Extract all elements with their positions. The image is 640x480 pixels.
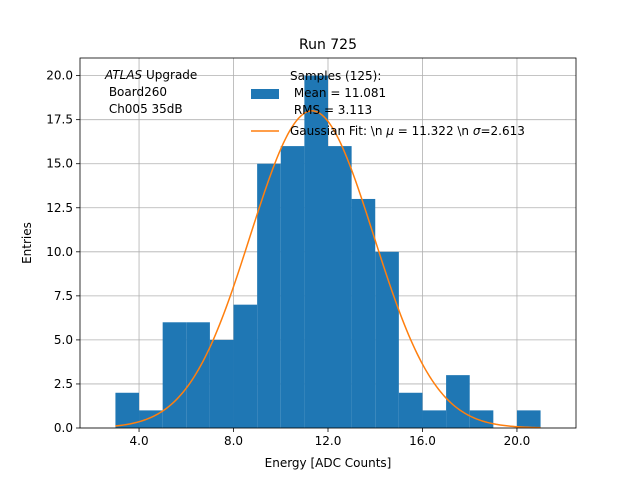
- legend-fit-mid: = 11.322 \n: [394, 124, 473, 138]
- gaussian-fit-curve: [115, 110, 541, 429]
- histogram-bars: [115, 75, 541, 428]
- histogram-bar: [469, 410, 494, 428]
- annotation-channel: Ch005 35dB: [105, 102, 183, 116]
- x-axis-label: Energy [ADC Counts]: [265, 456, 392, 470]
- histogram-bar: [304, 75, 328, 428]
- histogram-bar: [233, 304, 258, 428]
- legend-hist-line2: Mean = 11.081: [290, 86, 386, 100]
- annotation-upgrade: Upgrade: [142, 68, 197, 82]
- histogram-bar: [115, 392, 140, 428]
- legend-hist-line3: RMS = 3.113: [290, 103, 372, 117]
- y-tick-label: 2.5: [54, 377, 73, 391]
- atlas-annotation: ATLAS Upgrade Board260 Ch005 35dB: [104, 68, 197, 116]
- legend-fit-prefix: Gaussian Fit: \n: [290, 124, 386, 138]
- y-axis-ticks: 0.0 2.5 5.0 7.5 10.0 12.5 15.0 17.5 20.0: [46, 69, 80, 435]
- y-tick-label: 10.0: [46, 245, 73, 259]
- x-axis-ticks: 4.0 8.0 12.0 16.0 20.0: [130, 428, 531, 448]
- histogram-bar: [162, 322, 187, 428]
- histogram-bar: [351, 198, 376, 428]
- x-tick-label: 12.0: [315, 434, 342, 448]
- legend-fit-sigma: σ: [473, 124, 481, 138]
- x-tick-label: 20.0: [504, 434, 531, 448]
- annotation-board: Board260: [105, 85, 167, 99]
- legend: Samples (125): Mean = 11.081 RMS = 3.113…: [251, 69, 525, 138]
- histogram-bar: [446, 375, 470, 428]
- histogram-bar: [328, 146, 352, 428]
- chart-title: Run 725: [299, 37, 357, 53]
- histogram-bar: [209, 339, 234, 428]
- y-axis-label: Entries: [20, 222, 34, 264]
- y-tick-label: 17.5: [46, 113, 73, 127]
- x-tick-label: 8.0: [224, 434, 243, 448]
- histogram-bar: [257, 163, 281, 428]
- legend-hist-swatch: [251, 89, 279, 99]
- legend-fit-mu: μ: [385, 124, 394, 138]
- y-tick-label: 15.0: [46, 157, 73, 171]
- y-tick-label: 5.0: [54, 333, 73, 347]
- y-tick-label: 20.0: [46, 69, 73, 83]
- y-tick-label: 0.0: [54, 421, 73, 435]
- svg-text:Gaussian Fit: \n μ = 11.322 \n: Gaussian Fit: \n μ = 11.322 \n σ=2.613: [290, 124, 525, 138]
- histogram-bar: [186, 322, 210, 428]
- histogram-bar: [516, 410, 541, 428]
- histogram-bar: [280, 146, 305, 428]
- annotation-atlas: ATLAS: [104, 68, 143, 82]
- x-tick-label: 16.0: [409, 434, 436, 448]
- legend-fit-suffix: =2.613: [480, 124, 524, 138]
- histogram-bar: [398, 392, 423, 428]
- y-tick-label: 12.5: [46, 201, 73, 215]
- svg-text:ATLAS Upgrade: ATLAS Upgrade: [104, 68, 197, 82]
- x-tick-label: 4.0: [130, 434, 149, 448]
- histogram-bar: [422, 410, 447, 428]
- legend-hist-line1: Samples (125):: [290, 69, 381, 83]
- y-tick-label: 7.5: [54, 289, 73, 303]
